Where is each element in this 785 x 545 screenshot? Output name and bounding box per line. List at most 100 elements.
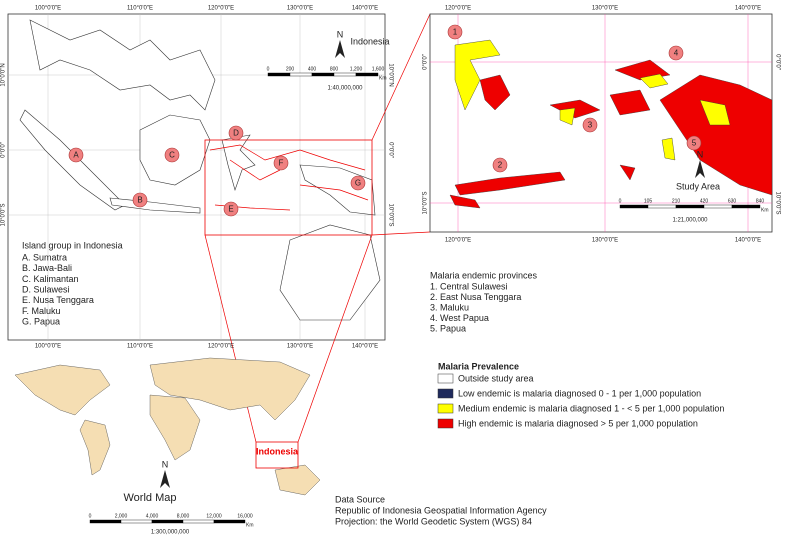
marker-label: D xyxy=(233,129,239,138)
scale-label: 16,000 xyxy=(237,513,253,519)
lon-label: 130°0'0"E xyxy=(287,344,313,350)
island-legend-item: F. Maluku xyxy=(22,306,61,316)
lon-label: 130°0'0"E xyxy=(287,6,313,12)
scale-unit: Km xyxy=(246,522,254,528)
province-item: 2. East Nusa Tenggara xyxy=(430,292,521,302)
lon-label: 110°0'0"E xyxy=(127,6,153,12)
scale-bar-segment xyxy=(182,519,215,524)
scale-bar-segment xyxy=(731,204,761,209)
scale-bar-segment xyxy=(647,204,677,209)
lon-label: 140°0'0"E xyxy=(735,6,761,12)
north-label: N xyxy=(162,459,169,469)
country-label: Indonesia xyxy=(350,36,389,46)
province-item: 4. West Papua xyxy=(430,313,489,323)
marker-label: 2 xyxy=(498,161,503,170)
lat-label: 10°0'0"S xyxy=(1,203,7,226)
prevalence-item: Low endemic is malaria diagnosed 0 - 1 p… xyxy=(458,388,701,398)
island-legend-item: E. Nusa Tenggara xyxy=(22,295,94,305)
world-country-label: Indonesia xyxy=(256,446,299,456)
map-marker xyxy=(68,147,84,163)
data-source-line: Projection: the World Geodetic System (W… xyxy=(335,516,532,526)
connector-line xyxy=(371,231,431,236)
prevalence-item: Medium endemic is malaria diagnosed 1 - … xyxy=(458,403,724,413)
marker-label: 1 xyxy=(453,28,458,37)
lon-label: 120°0'0"E xyxy=(445,238,471,244)
scale-label: 1,600 xyxy=(372,66,385,72)
scale-unit: Km xyxy=(761,207,769,213)
scale-bar-segment xyxy=(120,519,153,524)
prevalence-item: Outside study area xyxy=(458,373,534,383)
scale-label: 1,200 xyxy=(350,66,363,72)
scale-bar-segment xyxy=(213,519,246,524)
map-marker xyxy=(668,45,684,61)
lon-label: 120°0'0"E xyxy=(445,6,471,12)
lon-label: 130°0'0"E xyxy=(592,238,618,244)
scale-ratio: 1:40,000,000 xyxy=(327,86,363,92)
inset-land xyxy=(449,39,773,209)
island-legend-item: G. Papua xyxy=(22,317,60,327)
scale-label: 105 xyxy=(644,198,653,204)
scale-bar-segment xyxy=(675,204,705,209)
connector-line xyxy=(371,13,431,141)
north-arrow xyxy=(335,40,345,58)
marker-label: B xyxy=(137,196,142,205)
scale-label: 420 xyxy=(700,198,709,204)
map-marker xyxy=(273,155,289,171)
scale-label: 4,000 xyxy=(146,513,159,519)
study-area-label: Study Area xyxy=(676,181,720,191)
province-item: 3. Maluku xyxy=(430,302,469,312)
scale-label: 12,000 xyxy=(206,513,222,519)
map-marker xyxy=(164,147,180,163)
scale-bar-segment xyxy=(151,519,184,524)
data-source-line: Data Source xyxy=(335,494,385,504)
lon-label: 130°0'0"E xyxy=(592,6,618,12)
north-label: N xyxy=(697,149,704,159)
lon-label: 120°0'0"E xyxy=(208,344,234,350)
scale-bar-segment xyxy=(289,72,313,77)
marker-label: E xyxy=(228,205,233,214)
scale-label: 8,000 xyxy=(177,513,190,519)
world-land xyxy=(14,357,321,496)
prevalence-title: Malaria Prevalence xyxy=(438,361,519,371)
island-legend-item: C. Kalimantan xyxy=(22,274,79,284)
prevalence-item: High endemic is malaria diagnosed > 5 pe… xyxy=(458,418,698,428)
lon-label: 110°0'0"E xyxy=(127,344,153,350)
marker-label: G xyxy=(355,179,361,188)
scale-bar-segment xyxy=(619,204,649,209)
legend-swatch xyxy=(437,373,454,384)
lon-label: 140°0'0"E xyxy=(352,344,378,350)
marker-label: 3 xyxy=(588,121,593,130)
indonesia-box xyxy=(255,441,299,469)
north-arrow xyxy=(160,470,170,488)
lat-label: 10°0'0"S xyxy=(774,191,780,214)
scale-bar-segment xyxy=(355,72,379,77)
connector-line xyxy=(297,234,373,443)
scale-label: 0 xyxy=(267,66,270,72)
marker-label: A xyxy=(73,151,79,160)
island-legend-item: A. Sumatra xyxy=(22,252,67,262)
provinces-title: Malaria endemic provinces xyxy=(430,270,538,280)
scale-label: 840 xyxy=(756,198,765,204)
study-region-box xyxy=(204,139,373,236)
lat-label: 10°0'0"S xyxy=(387,203,393,226)
marker-label: C xyxy=(169,151,175,160)
lon-label: 120°0'0"E xyxy=(208,6,234,12)
map-marker xyxy=(582,117,598,133)
legend-swatch xyxy=(437,388,454,399)
lat-label: 10°0'0"N xyxy=(1,63,7,86)
lat-label: 0°0'0" xyxy=(423,54,429,70)
marker-label: 5 xyxy=(692,139,697,148)
legend-swatch xyxy=(437,403,454,414)
island-legend-item: D. Sulawesi xyxy=(22,284,70,294)
scale-label: 400 xyxy=(308,66,317,72)
lon-label: 100°0'0"E xyxy=(35,344,61,350)
map-marker xyxy=(132,192,148,208)
scale-bar-segment xyxy=(703,204,733,209)
scale-bar-segment xyxy=(267,72,291,77)
scale-label: 2,000 xyxy=(115,513,128,519)
lat-label: 10°0'0"N xyxy=(387,63,393,86)
north-arrow xyxy=(695,160,705,178)
lon-label: 140°0'0"E xyxy=(352,6,378,12)
scale-label: 210 xyxy=(672,198,681,204)
lat-label: 0°0'0" xyxy=(387,142,393,158)
